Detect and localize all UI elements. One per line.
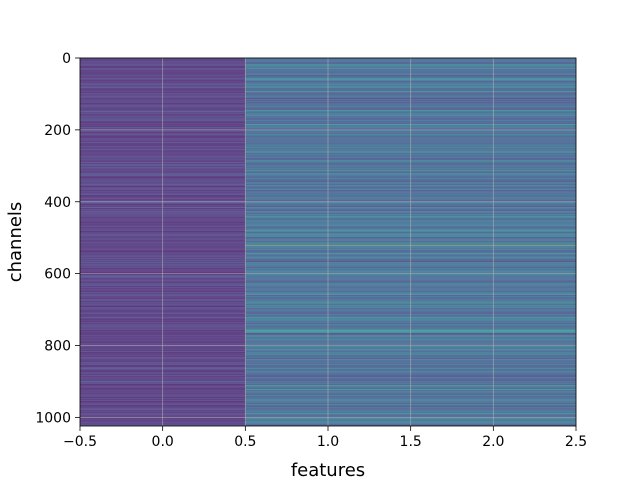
x-tick-label: 1.0: [317, 434, 339, 450]
x-tick-label: 0.5: [234, 434, 256, 450]
y-tick-label: 0: [62, 51, 71, 67]
x-tick-label: 1.5: [400, 434, 422, 450]
y-tick-label: 400: [44, 195, 71, 211]
x-tick-label: −0.5: [63, 434, 97, 450]
x-axis-title: features: [291, 460, 365, 480]
y-tick-label: 200: [44, 123, 71, 139]
y-tick-label: 1000: [35, 410, 71, 426]
x-axis: −0.5 0.0 0.5 1.0 1.5 2.0 2.5: [63, 426, 587, 450]
x-tick-label: 2.5: [565, 434, 587, 450]
y-axis-title: channels: [5, 202, 26, 283]
y-axis: 0 200 400 600 800 1000: [35, 51, 80, 426]
x-tick-label: 0.0: [152, 434, 174, 450]
y-tick-label: 800: [44, 339, 71, 355]
x-tick-label: 2.0: [482, 434, 504, 450]
y-tick-label: 600: [44, 267, 71, 283]
